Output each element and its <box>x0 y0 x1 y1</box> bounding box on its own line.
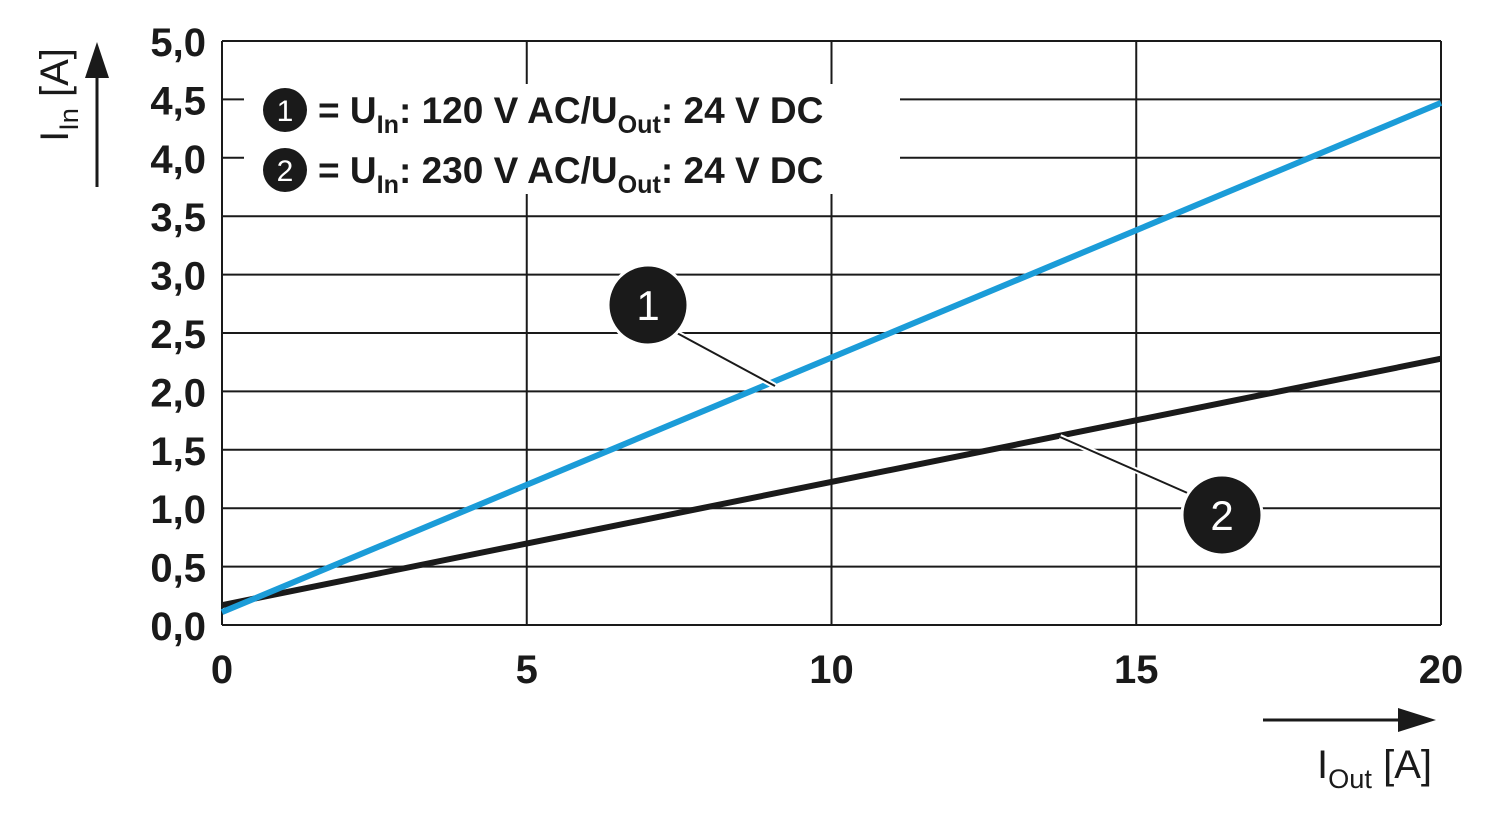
y-tick-label: 0,5 <box>150 547 206 591</box>
text-run: [A] <box>1372 743 1432 787</box>
leader-line <box>674 331 776 387</box>
legend-label: = UIn: 120 V AC/UOut: 24 V DC <box>318 90 823 139</box>
grid <box>221 40 1442 626</box>
y-axis-label: IIn [A] <box>33 48 84 142</box>
y-tick-label: 3,0 <box>150 255 206 299</box>
text-run: : 230 V AC/U <box>399 150 618 191</box>
callouts: 12 <box>606 263 1264 557</box>
subscript: In <box>377 111 399 139</box>
legend-marker <box>263 148 307 192</box>
leader-line <box>1059 436 1193 496</box>
subscript: In <box>377 171 399 199</box>
text-run: : 24 V DC <box>661 150 823 191</box>
legend-marker <box>263 88 307 132</box>
y-axis-arrow <box>85 42 109 187</box>
series-line <box>221 355 1442 609</box>
callout-label: 2 <box>1210 492 1233 539</box>
y-tick-label: 1,0 <box>150 488 206 532</box>
text-run: : 24 V DC <box>661 90 823 131</box>
subscript: Out <box>618 171 662 199</box>
subscript: Out <box>1328 763 1372 794</box>
text-run: [A] <box>33 48 77 108</box>
y-tick-label: 2,0 <box>150 371 206 415</box>
text-run: : 120 V AC/U <box>399 90 618 131</box>
legend-marker-label: 1 <box>277 95 294 128</box>
arrow-head <box>85 42 109 78</box>
y-tick-label: 5,0 <box>150 21 206 65</box>
lines <box>220 100 1443 615</box>
x-tick-label: 10 <box>809 648 854 692</box>
x-tick-label: 15 <box>1114 648 1159 692</box>
x-tick-label: 5 <box>516 648 538 692</box>
y-tick-label: 2,5 <box>150 313 206 357</box>
series-line <box>220 100 1443 615</box>
y-tick-label: 4,0 <box>150 138 206 182</box>
x-tick-label: 20 <box>1419 648 1464 692</box>
x-tick-label: 0 <box>211 648 233 692</box>
text-run: = U <box>318 150 377 191</box>
text-run: = U <box>318 90 377 131</box>
y-tick-label: 4,5 <box>150 79 206 123</box>
y-tick-label: 0,0 <box>150 605 206 649</box>
text-run: I <box>1317 743 1328 787</box>
callout-marker <box>606 263 690 347</box>
x-axis-label: IOut [A] <box>1317 743 1432 794</box>
text-run: I <box>33 131 77 142</box>
legend-label: = UIn: 230 V AC/UOut: 24 V DC <box>318 150 823 199</box>
callout-label: 1 <box>636 282 659 329</box>
subscript: Out <box>618 111 662 139</box>
legend-box <box>244 84 900 194</box>
x-axis-arrow <box>1263 708 1436 732</box>
subscript: In <box>53 108 84 131</box>
arrow-head <box>1398 708 1436 732</box>
legend: 1 = UIn: 120 V AC/UOut: 24 V DC2 = UIn: 23… <box>244 84 900 199</box>
y-tick-label: 3,5 <box>150 196 206 240</box>
y-tick-label: 1,5 <box>150 430 206 474</box>
callout-marker <box>1180 473 1264 557</box>
legend-marker-label: 2 <box>277 155 294 188</box>
